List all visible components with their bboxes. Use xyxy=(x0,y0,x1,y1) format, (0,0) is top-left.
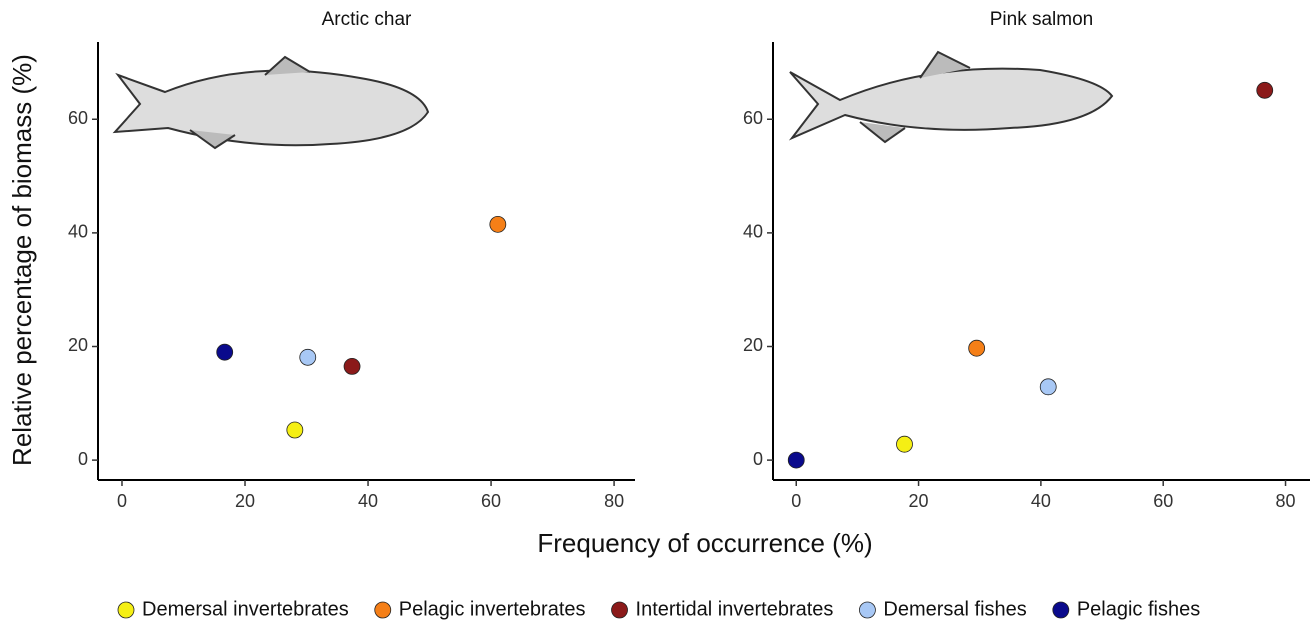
point xyxy=(489,215,507,233)
y-tick-label: 20 xyxy=(68,335,88,355)
y-tick-label: 60 xyxy=(68,108,88,128)
y-tick-label: 0 xyxy=(753,449,763,469)
x-axis-label: Frequency of occurrence (%) xyxy=(537,528,872,558)
legend-label: Intertidal invertebrates xyxy=(636,598,834,620)
y-tick-label: 0 xyxy=(78,449,88,469)
y-tick-label: 20 xyxy=(743,335,763,355)
x-tick-label: 80 xyxy=(1276,491,1296,511)
y-tick-label: 60 xyxy=(743,108,763,128)
legend-label: Demersal fishes xyxy=(883,598,1026,620)
point xyxy=(787,451,805,469)
x-tick-label: 20 xyxy=(235,491,255,511)
y-tick-label: 40 xyxy=(743,222,763,242)
legend-marker xyxy=(859,601,876,619)
legend-marker xyxy=(117,601,135,619)
panel-title: Pink salmon xyxy=(990,9,1094,30)
y-axis-label: Relative percentage of biomass (%) xyxy=(7,54,37,466)
panel-title: Arctic char xyxy=(322,9,412,30)
legend-label: Demersal invertebrates xyxy=(142,598,349,620)
point xyxy=(1256,81,1274,99)
legend-marker xyxy=(1052,601,1070,619)
point xyxy=(216,343,234,361)
x-tick-label: 0 xyxy=(117,491,127,511)
x-tick-label: 60 xyxy=(481,491,501,511)
legend-marker xyxy=(374,601,392,619)
legend-label: Pelagic invertebrates xyxy=(399,598,586,620)
x-tick-label: 40 xyxy=(1031,491,1051,511)
point xyxy=(968,339,986,357)
fish-illustration xyxy=(112,50,1114,150)
x-tick-label: 0 xyxy=(791,491,801,511)
point xyxy=(286,421,304,439)
point xyxy=(1039,378,1057,396)
legend-marker xyxy=(611,601,628,619)
point xyxy=(299,348,317,366)
x-tick-label: 40 xyxy=(358,491,378,511)
x-tick-label: 20 xyxy=(909,491,929,511)
x-tick-label: 60 xyxy=(1153,491,1173,511)
legend-label: Pelagic fishes xyxy=(1077,598,1200,620)
point xyxy=(343,357,361,375)
point xyxy=(896,435,913,453)
x-tick-label: 80 xyxy=(604,491,624,511)
y-tick-label: 40 xyxy=(68,222,88,242)
